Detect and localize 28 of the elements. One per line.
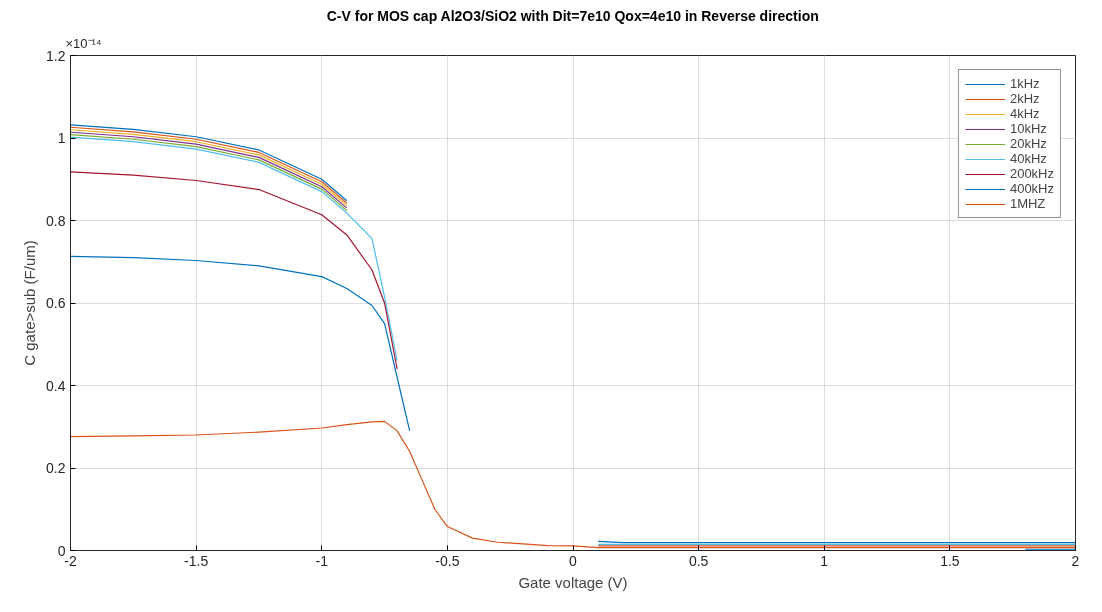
y-tick-label: 0.2 (46, 460, 66, 476)
legend-label: 2kHz (1009, 91, 1040, 106)
y-tick-label: 1.2 (46, 47, 66, 64)
x-tick-label: 0.5 (688, 552, 709, 569)
legend-label: 200kHz (1009, 166, 1054, 181)
legend-label: 4kHz (1009, 106, 1040, 121)
x-tick-label: -1 (315, 552, 329, 569)
legend-label: 10kHz (1009, 121, 1047, 136)
x-tick-label: -1.5 (184, 552, 209, 569)
legend-label: 40kHz (1009, 151, 1047, 166)
text: ×10⁻¹⁴ (65, 35, 102, 51)
y-tick-label: 0.4 (46, 377, 66, 394)
x-tick-label: 1 (820, 552, 829, 569)
x-tick-label: 1.5 (940, 552, 960, 569)
legend-label: 1MHZ (1009, 196, 1046, 211)
y-tick-label: 0.8 (46, 212, 66, 229)
y-tick-label: 0.6 (46, 295, 66, 311)
legend-label: 20kHz (1009, 136, 1047, 151)
x-tick-label: 2 (1071, 552, 1080, 569)
legend-label: 1kHz (1009, 76, 1040, 91)
x-tick-label: 0 (569, 552, 578, 569)
y-tick-label: 1 (57, 130, 66, 146)
x-axis-title: Gate voltage (V) (518, 573, 628, 591)
x-tick-label: -0.5 (435, 552, 460, 569)
chart-title: C-V for MOS cap Al2O3/SiO2 with Dit=7e10 Qox=4e10 in Reverse direction (326, 7, 819, 24)
y-axis-title: C gate>sub (F/um) (21, 240, 39, 366)
x-tick-label: -2 (64, 552, 77, 569)
legend-label: 400kHz (1009, 181, 1054, 196)
